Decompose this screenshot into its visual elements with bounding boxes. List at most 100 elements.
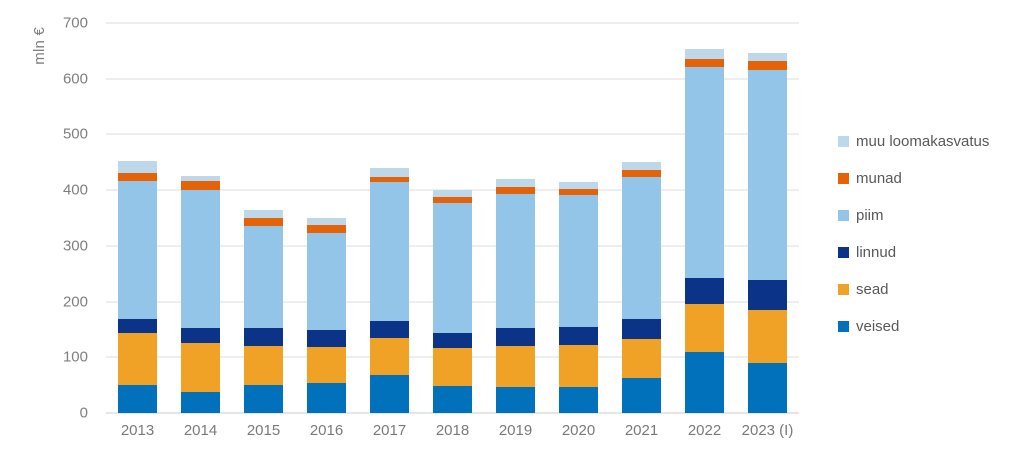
bar-slot-2016 [295,23,358,413]
segment-munad-2015[interactable] [244,218,283,226]
y-tick-label-200: 200 [62,293,88,311]
segment-munad-2021[interactable] [622,169,661,178]
x-tick-label-2022: 2022 [687,422,722,439]
bar-2015[interactable] [244,209,283,413]
segment-veised-2020[interactable] [559,386,598,413]
segment-muu-loomakasvatus-2014[interactable] [181,175,220,182]
y-tick-label-700: 700 [62,14,88,32]
segment-veised-2023-(I)[interactable] [748,362,787,413]
segment-sead-2014[interactable] [181,343,220,393]
segment-veised-2016[interactable] [307,382,346,413]
bar-2021[interactable] [622,161,661,413]
segment-veised-2021[interactable] [622,378,661,413]
segment-muu-loomakasvatus-2021[interactable] [622,161,661,170]
segment-veised-2019[interactable] [496,387,535,413]
legend-item-muu-loomakasvatus[interactable]: muu loomakasvatus [838,130,989,152]
segment-muu-loomakasvatus-2022[interactable] [685,48,724,59]
legend-label-munad: munad [856,169,902,187]
segment-piim-2014[interactable] [181,189,220,329]
legend-label-sead: sead [856,280,889,298]
bar-2014[interactable] [181,175,220,413]
segment-piim-2018[interactable] [433,202,472,333]
bar-2023-(I)[interactable] [748,52,787,413]
bar-slot-2018 [421,23,484,413]
bar-2020[interactable] [559,181,598,413]
segment-piim-2015[interactable] [244,225,283,328]
segment-munad-2017[interactable] [370,176,409,183]
segment-muu-loomakasvatus-2019[interactable] [496,179,535,187]
bar-slot-2019 [484,23,547,413]
segment-linnud-2020[interactable] [559,327,598,345]
bar-2016[interactable] [307,218,346,413]
segment-muu-loomakasvatus-2017[interactable] [370,167,409,177]
bar-2022[interactable] [685,48,724,413]
segment-sead-2022[interactable] [685,303,724,352]
segment-piim-2017[interactable] [370,182,409,322]
segment-piim-2023-(I)[interactable] [748,70,787,281]
segment-piim-2022[interactable] [685,67,724,278]
bar-slot-2023-(I) [736,23,799,413]
segment-sead-2018[interactable] [433,348,472,386]
x-tick-label-2014: 2014 [183,422,218,439]
segment-sead-2015[interactable] [244,345,283,386]
segment-munad-2020[interactable] [559,188,598,195]
segment-piim-2013[interactable] [118,181,157,320]
bar-2017[interactable] [370,167,409,413]
legend-item-veised[interactable]: veised [838,315,989,337]
segment-sead-2016[interactable] [307,347,346,383]
segment-munad-2014[interactable] [181,181,220,190]
segment-linnud-2018[interactable] [433,332,472,349]
bar-2018[interactable] [433,190,472,413]
segment-muu-loomakasvatus-2015[interactable] [244,209,283,219]
segment-piim-2019[interactable] [496,193,535,329]
gridline-500 [106,133,799,135]
segment-sead-2019[interactable] [496,345,535,388]
segment-veised-2022[interactable] [685,351,724,413]
segment-muu-loomakasvatus-2013[interactable] [118,161,157,173]
segment-sead-2017[interactable] [370,338,409,376]
segment-linnud-2019[interactable] [496,328,535,346]
legend-item-linnud[interactable]: linnud [838,241,989,263]
segment-piim-2016[interactable] [307,232,346,330]
segment-sead-2023-(I)[interactable] [748,309,787,363]
segment-veised-2015[interactable] [244,385,283,413]
segment-linnud-2016[interactable] [307,330,346,348]
legend-item-sead[interactable]: sead [838,278,989,300]
segment-veised-2018[interactable] [433,385,472,413]
bar-2013[interactable] [118,161,157,413]
segment-sead-2013[interactable] [118,333,157,385]
segment-veised-2013[interactable] [118,384,157,413]
segment-piim-2020[interactable] [559,194,598,328]
segment-linnud-2015[interactable] [244,327,283,346]
segment-veised-2014[interactable] [181,392,220,413]
segment-linnud-2014[interactable] [181,328,220,344]
segment-munad-2018[interactable] [433,196,472,203]
segment-muu-loomakasvatus-2016[interactable] [307,218,346,226]
segment-sead-2020[interactable] [559,344,598,387]
legend-item-munad[interactable]: munad [838,167,989,189]
segment-piim-2021[interactable] [622,177,661,320]
segment-munad-2023-(I)[interactable] [748,60,787,71]
segment-linnud-2021[interactable] [622,319,661,340]
bar-slot-2013 [106,23,169,413]
segment-sead-2021[interactable] [622,339,661,379]
segment-muu-loomakasvatus-2023-(I)[interactable] [748,52,787,61]
x-tick-label-2018: 2018 [435,422,470,439]
segment-linnud-2013[interactable] [118,319,157,334]
legend-label-muu-loomakasvatus: muu loomakasvatus [856,132,990,150]
segment-linnud-2022[interactable] [685,277,724,304]
segment-munad-2016[interactable] [307,225,346,233]
legend-item-piim[interactable]: piim [838,204,989,226]
segment-linnud-2017[interactable] [370,321,409,339]
gridline-400 [106,189,799,191]
bar-2019[interactable] [496,179,535,413]
segment-linnud-2023-(I)[interactable] [748,280,787,310]
segment-veised-2017[interactable] [370,375,409,413]
segment-munad-2013[interactable] [118,172,157,182]
x-tick-label-2016: 2016 [309,422,344,439]
bars-group [106,23,799,413]
segment-muu-loomakasvatus-2018[interactable] [433,190,472,197]
segment-muu-loomakasvatus-2020[interactable] [559,181,598,189]
segment-munad-2019[interactable] [496,186,535,194]
segment-munad-2022[interactable] [685,58,724,68]
